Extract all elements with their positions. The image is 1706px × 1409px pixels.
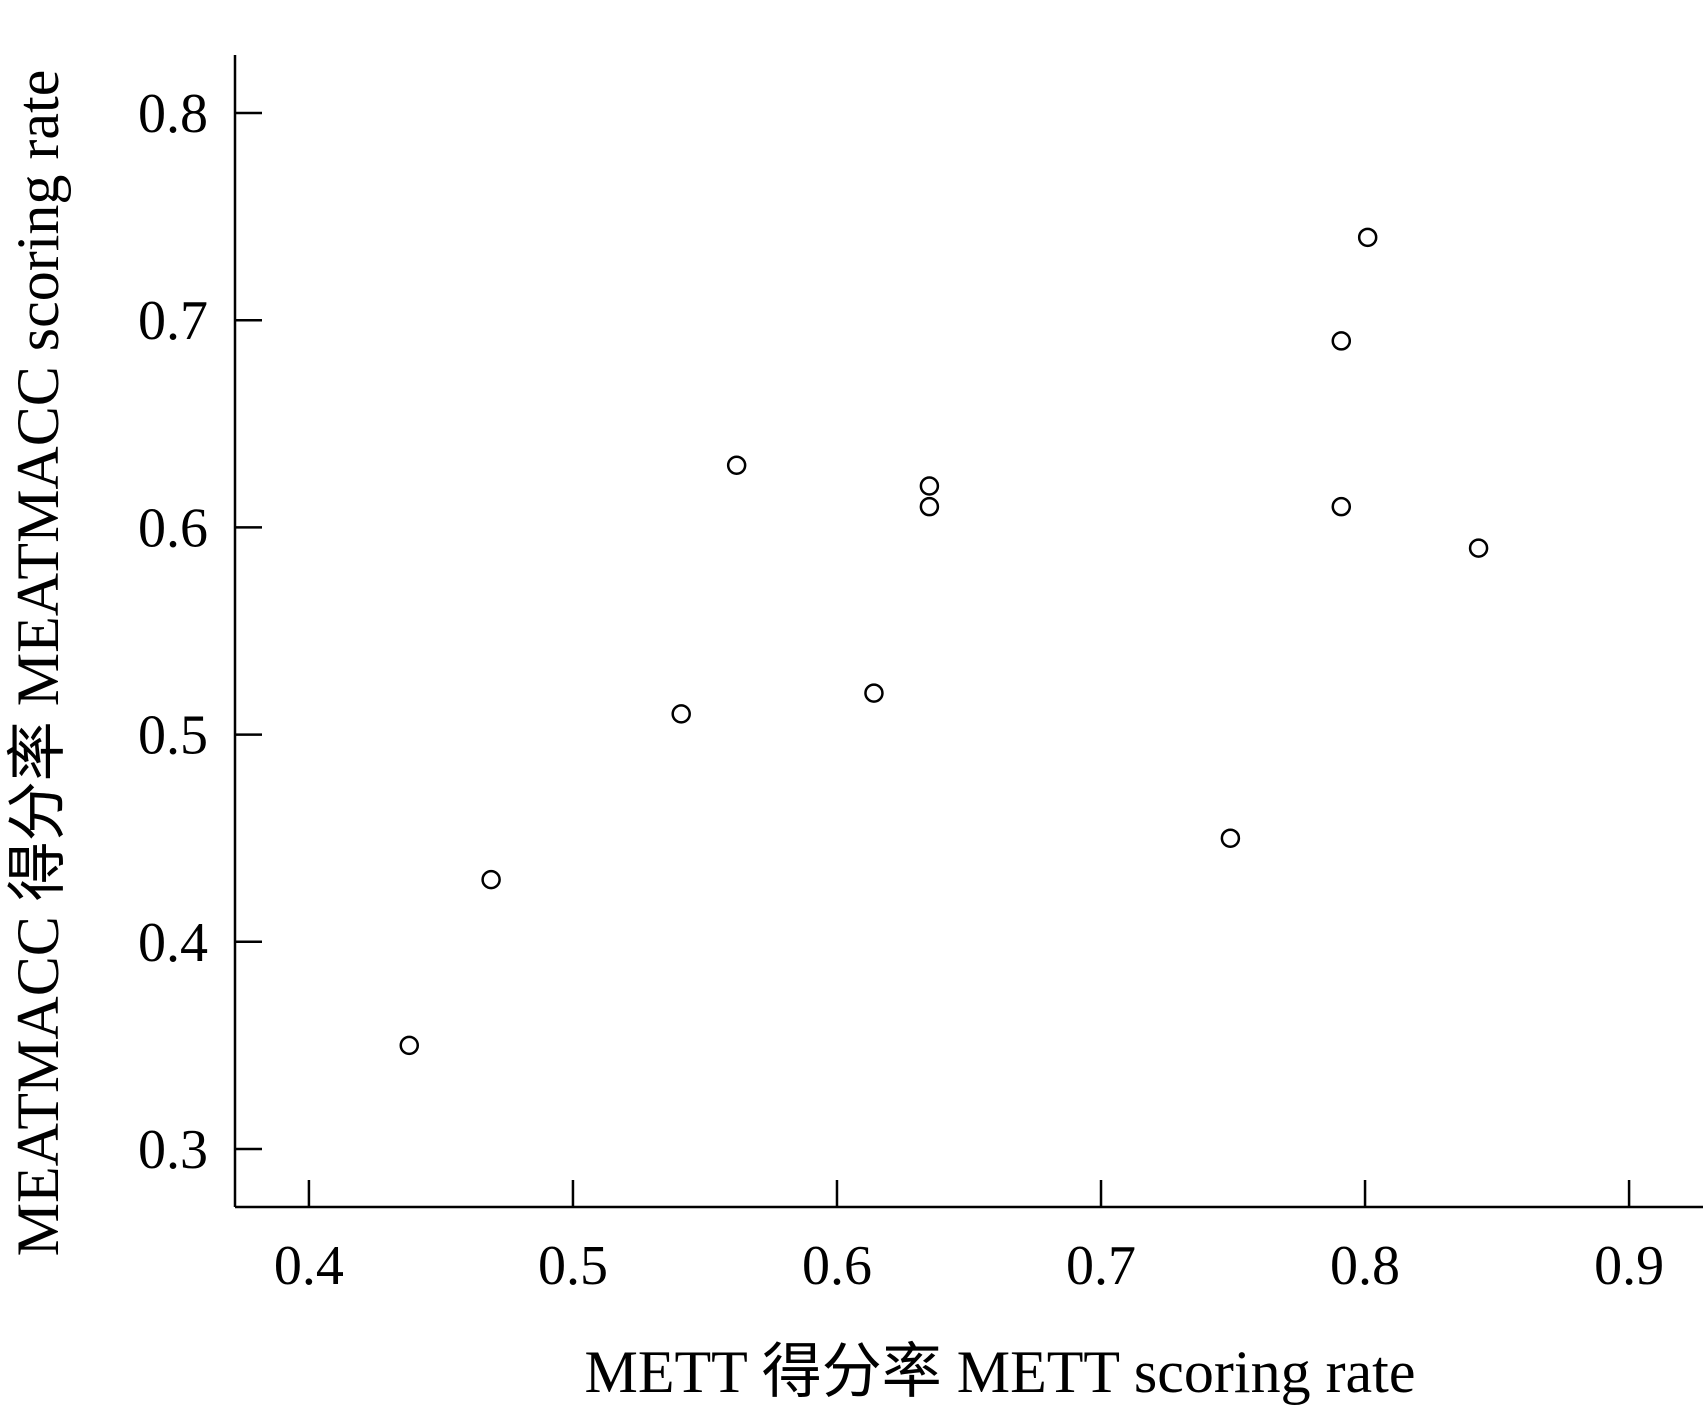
y-tick-label: 0.7 [138,290,208,352]
data-point [1331,331,1352,351]
y-tick-label: 0.5 [138,705,208,767]
x-tick-label: 0.5 [538,1235,608,1297]
data-point [919,476,940,496]
x-axis-ticks: 0.4 0.5 0.6 0.7 0.8 0.9 [274,1180,1664,1297]
data-point [1357,227,1378,248]
data-points [399,227,1489,1056]
data-point [919,496,940,517]
data-point [399,1035,420,1056]
data-point [726,455,747,475]
x-tick-label: 0.4 [274,1235,344,1297]
x-tick-label: 0.6 [802,1235,872,1297]
y-tick-label: 0.8 [138,83,208,145]
y-tick-label: 0.3 [138,1119,208,1181]
y-axis-ticks: 0.3 0.4 0.5 0.6 0.7 0.8 [138,83,262,1181]
y-tick-label: 0.6 [138,497,208,559]
x-axis-title: METT 得分率 METT scoring rate [585,1339,1416,1405]
data-point [671,704,691,724]
y-axis-title: MEATMACC 得分率 MEATMACC scoring rate [5,70,71,1257]
y-tick-label: 0.4 [138,912,208,974]
axes [233,55,1703,1209]
data-point [1331,496,1352,517]
data-point [481,869,501,890]
data-point [1468,538,1489,558]
data-point [864,683,884,703]
x-tick-label: 0.7 [1066,1235,1136,1297]
x-tick-label: 0.8 [1330,1235,1400,1297]
data-point [1220,828,1241,848]
x-tick-label: 0.9 [1594,1235,1664,1297]
